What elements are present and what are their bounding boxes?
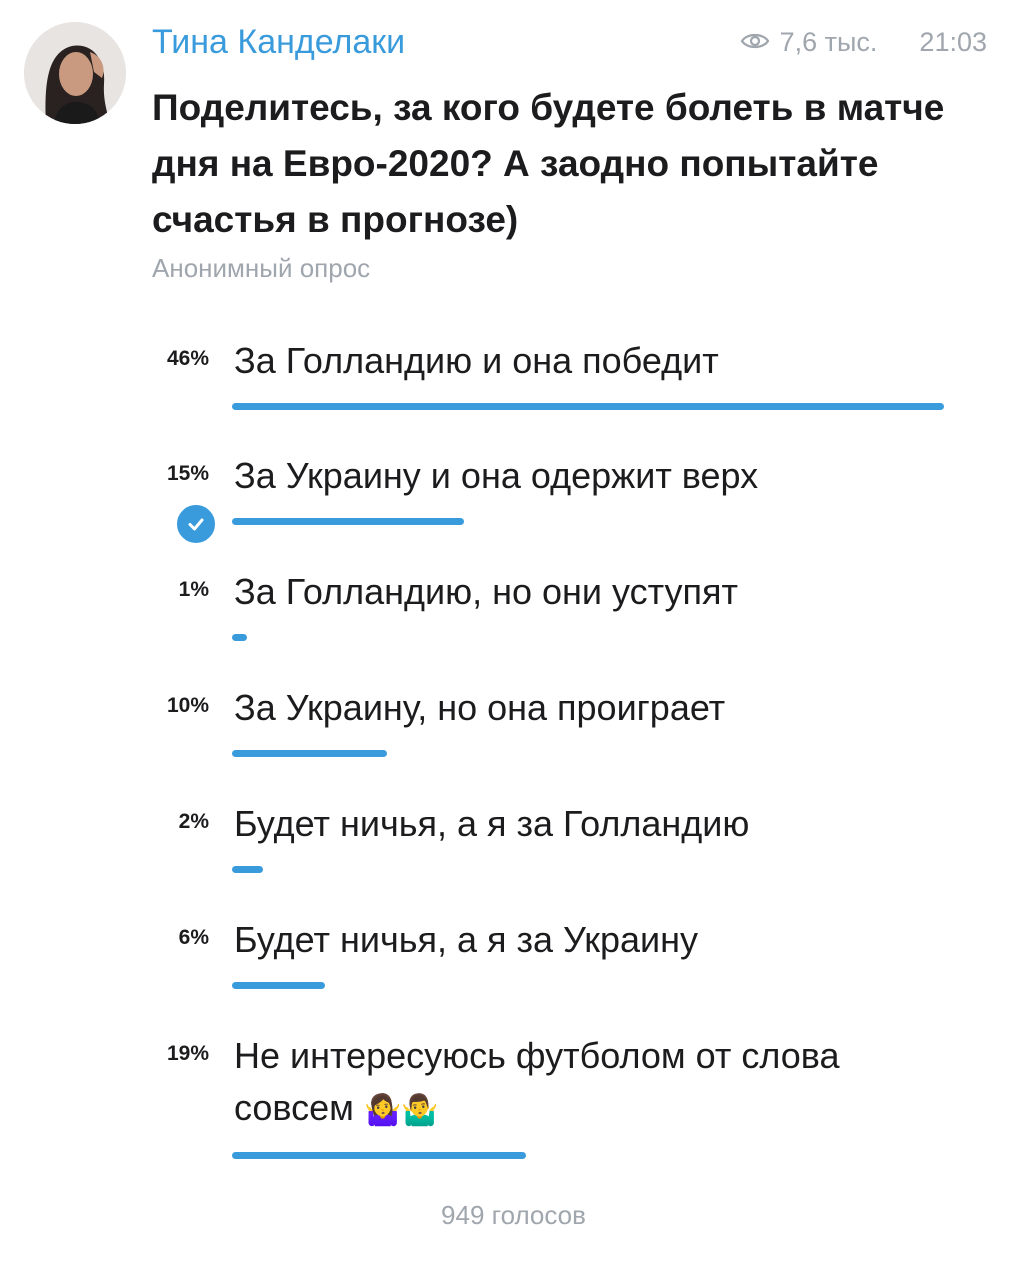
result-bar xyxy=(232,750,387,757)
result-bar xyxy=(232,866,263,873)
eye-icon xyxy=(740,27,770,58)
option-label: Будет ничья, а я за Украину xyxy=(234,919,699,960)
option-percent: 1% xyxy=(178,578,209,601)
shrug-emoji: 🤷‍♀️🤷‍♂️ xyxy=(363,1094,439,1127)
option-percent: 19% xyxy=(166,1042,209,1065)
option-label: За Украину и она одержит верх xyxy=(234,455,759,496)
option-percent: 10% xyxy=(166,694,209,717)
option-label: За Голландию и она победит xyxy=(234,340,719,381)
total-votes[interactable]: 949 голосов xyxy=(441,1200,586,1230)
avatar[interactable] xyxy=(24,22,126,124)
result-bar xyxy=(232,403,944,410)
option-percent: 6% xyxy=(178,926,209,949)
post-meta: 7,6 тыс. 21:03 xyxy=(740,22,987,62)
option-percent: 15% xyxy=(166,462,209,485)
check-icon xyxy=(174,502,218,546)
option-percent: 2% xyxy=(178,810,209,833)
option-label-text: Не интересуюсь футболом от слова совсем xyxy=(234,1035,840,1128)
post-time: 21:03 xyxy=(919,26,987,57)
view-count: 7,6 тыс. xyxy=(779,26,878,57)
result-bar xyxy=(232,518,464,525)
result-bar xyxy=(232,634,247,641)
option-label: Не интересуюсь футболом от слова совсем … xyxy=(234,1030,934,1137)
avatar-photo xyxy=(24,22,126,124)
poll-type-label: Анонимный опрос xyxy=(152,253,371,283)
result-bar xyxy=(232,982,325,989)
option-label: За Украину, но она проиграет xyxy=(234,687,726,728)
result-bar xyxy=(232,1152,526,1159)
option-label: За Голландию, но они уступят xyxy=(234,571,738,612)
option-label: Будет ничья, а я за Голландию xyxy=(234,803,750,844)
poll-question: Поделитесь, за кого будете болеть в матч… xyxy=(152,87,945,240)
author-name[interactable]: Тина Канделаки xyxy=(152,23,406,61)
option-percent: 46% xyxy=(166,347,209,370)
